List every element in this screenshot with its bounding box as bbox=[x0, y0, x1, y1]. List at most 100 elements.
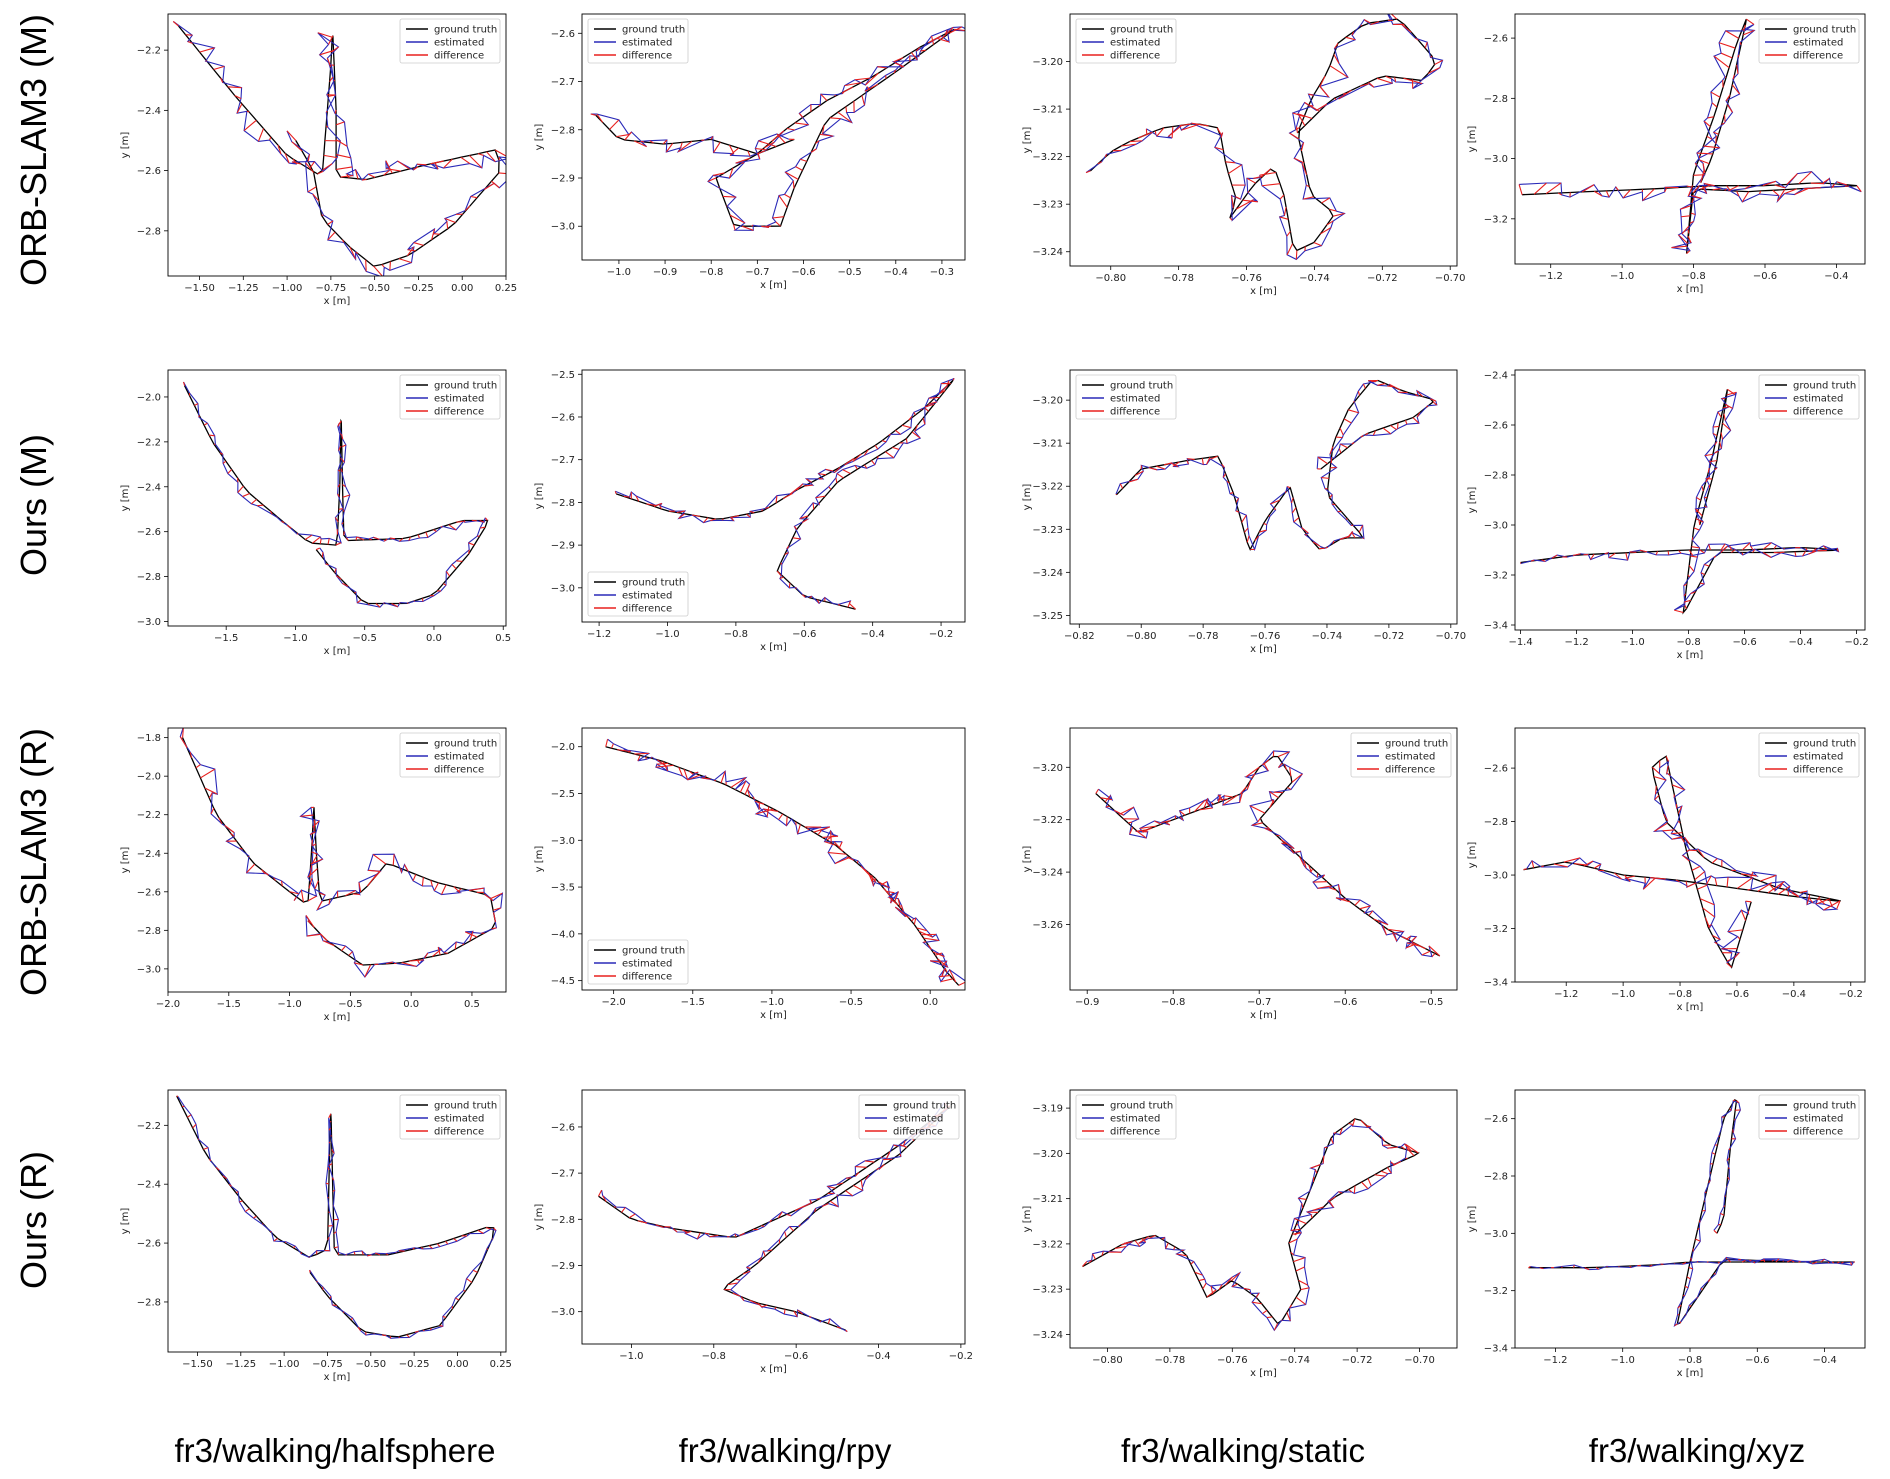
x-tick-label: −0.9 bbox=[653, 267, 677, 278]
difference-segment bbox=[888, 896, 898, 906]
difference-segment bbox=[1809, 1260, 1812, 1263]
y-axis-label: y [m] bbox=[1467, 1206, 1478, 1233]
difference-segment bbox=[1696, 1297, 1698, 1299]
difference-segment bbox=[1678, 234, 1689, 244]
difference-segment bbox=[1650, 877, 1666, 880]
y-tick-label: −2.9 bbox=[551, 541, 575, 552]
difference-segment bbox=[928, 35, 942, 44]
x-tick-label: −0.8 bbox=[699, 267, 723, 278]
difference-segment bbox=[617, 749, 631, 753]
difference-segment bbox=[194, 403, 199, 406]
panel-r1-c3: −0.80 −0.78 −0.76 −0.74 −0.72 −0.70−3.20−3.21… bbox=[1022, 13, 1466, 297]
difference-segment bbox=[1682, 1261, 1687, 1265]
difference-segment bbox=[1727, 1259, 1732, 1263]
legend-ground-truth-label: ground truth bbox=[1110, 25, 1173, 36]
difference-segment bbox=[463, 1289, 466, 1292]
difference-segment bbox=[327, 35, 334, 45]
difference-segment bbox=[944, 29, 948, 35]
difference-segment bbox=[1363, 911, 1366, 914]
difference-segment bbox=[701, 777, 711, 780]
legend-estimated-label: estimated bbox=[1793, 752, 1843, 763]
difference-segment bbox=[841, 86, 854, 94]
difference-segment bbox=[1322, 1155, 1325, 1164]
difference-segment bbox=[337, 493, 340, 497]
difference-segment bbox=[665, 143, 674, 153]
column-label-1: fr3/walking/halfsphere bbox=[174, 1432, 495, 1469]
difference-segment bbox=[345, 537, 349, 541]
x-tick-label: −0.7 bbox=[745, 267, 769, 278]
difference-segment bbox=[1732, 1099, 1736, 1102]
difference-segment bbox=[820, 93, 828, 102]
y-axis-label: y [m] bbox=[120, 485, 131, 512]
x-tick-label: −0.6 bbox=[1745, 1355, 1769, 1366]
axes-frame bbox=[167, 369, 507, 627]
difference-segment bbox=[1653, 775, 1667, 781]
difference-segment bbox=[222, 460, 227, 464]
difference-segment bbox=[610, 743, 614, 749]
y-tick-label: −3.0 bbox=[551, 222, 575, 233]
difference-segment bbox=[456, 520, 464, 523]
difference-segment bbox=[1654, 822, 1668, 832]
difference-segment bbox=[356, 536, 365, 541]
difference-segment bbox=[336, 154, 351, 159]
x-tick-label: −0.8 bbox=[702, 1351, 726, 1362]
difference-segment bbox=[1827, 1261, 1830, 1264]
difference-segment bbox=[1805, 547, 1808, 551]
y-tick-label: −2.4 bbox=[137, 849, 161, 860]
y-axis-label: y [m] bbox=[534, 1204, 545, 1231]
difference-segment bbox=[780, 562, 783, 565]
difference-segment bbox=[1381, 1137, 1386, 1142]
y-tick-label: −2.8 bbox=[1484, 94, 1508, 105]
difference-segment bbox=[1584, 1267, 1590, 1271]
difference-segment bbox=[1401, 936, 1410, 941]
difference-segment bbox=[1791, 1260, 1795, 1263]
estimated-trajectory bbox=[1519, 23, 1862, 252]
difference-segment bbox=[1360, 1120, 1369, 1128]
difference-segment bbox=[1831, 183, 1836, 189]
plot-area bbox=[1115, 379, 1438, 552]
difference-segment bbox=[1134, 1240, 1141, 1247]
difference-segment bbox=[1696, 496, 1702, 501]
y-tick-label: −2.6 bbox=[551, 412, 575, 423]
difference-segment bbox=[1329, 446, 1334, 455]
difference-segment bbox=[1291, 507, 1297, 514]
difference-segment bbox=[237, 485, 244, 493]
estimated-trajectory bbox=[590, 26, 965, 231]
difference-segment bbox=[1699, 898, 1715, 906]
difference-segment bbox=[901, 424, 912, 429]
ground-truth-trajectory bbox=[177, 25, 500, 267]
difference-segment bbox=[1105, 805, 1110, 808]
x-tick-label: 0.00 bbox=[446, 1359, 468, 1370]
column-label-4: fr3/walking/xyz bbox=[1589, 1432, 1805, 1469]
difference-segment bbox=[1642, 188, 1655, 202]
difference-segment bbox=[1679, 1321, 1682, 1324]
x-tick-label: −1.0 bbox=[760, 997, 784, 1008]
difference-segment bbox=[397, 160, 410, 170]
difference-segment bbox=[774, 1306, 777, 1310]
x-tick-label: −0.80 bbox=[1126, 631, 1157, 642]
y-tick-label: −3.23 bbox=[1032, 1285, 1063, 1296]
difference-segment bbox=[327, 1196, 329, 1199]
difference-segment bbox=[1662, 829, 1675, 832]
difference-segment bbox=[1726, 1157, 1730, 1161]
difference-segment bbox=[1332, 212, 1345, 217]
difference-segment bbox=[1368, 81, 1375, 88]
y-tick-label: −2.6 bbox=[137, 887, 161, 898]
difference-segment bbox=[309, 1269, 311, 1273]
difference-segment bbox=[1726, 958, 1731, 962]
axes-frame bbox=[1069, 1089, 1458, 1349]
difference-segment bbox=[319, 933, 328, 942]
y-tick-label: −2.4 bbox=[137, 106, 161, 117]
difference-segment bbox=[1682, 854, 1690, 862]
difference-segment bbox=[871, 460, 876, 465]
y-tick-label: −2.4 bbox=[137, 482, 161, 493]
difference-segment bbox=[874, 444, 879, 450]
difference-segment bbox=[1416, 412, 1421, 418]
difference-segment bbox=[1523, 868, 1527, 871]
difference-segment bbox=[179, 736, 188, 748]
difference-segment bbox=[1129, 826, 1134, 835]
legend-estimated-label: estimated bbox=[1793, 38, 1843, 49]
difference-segment bbox=[949, 26, 963, 34]
difference-segment bbox=[744, 783, 751, 795]
difference-segment bbox=[1263, 522, 1267, 526]
